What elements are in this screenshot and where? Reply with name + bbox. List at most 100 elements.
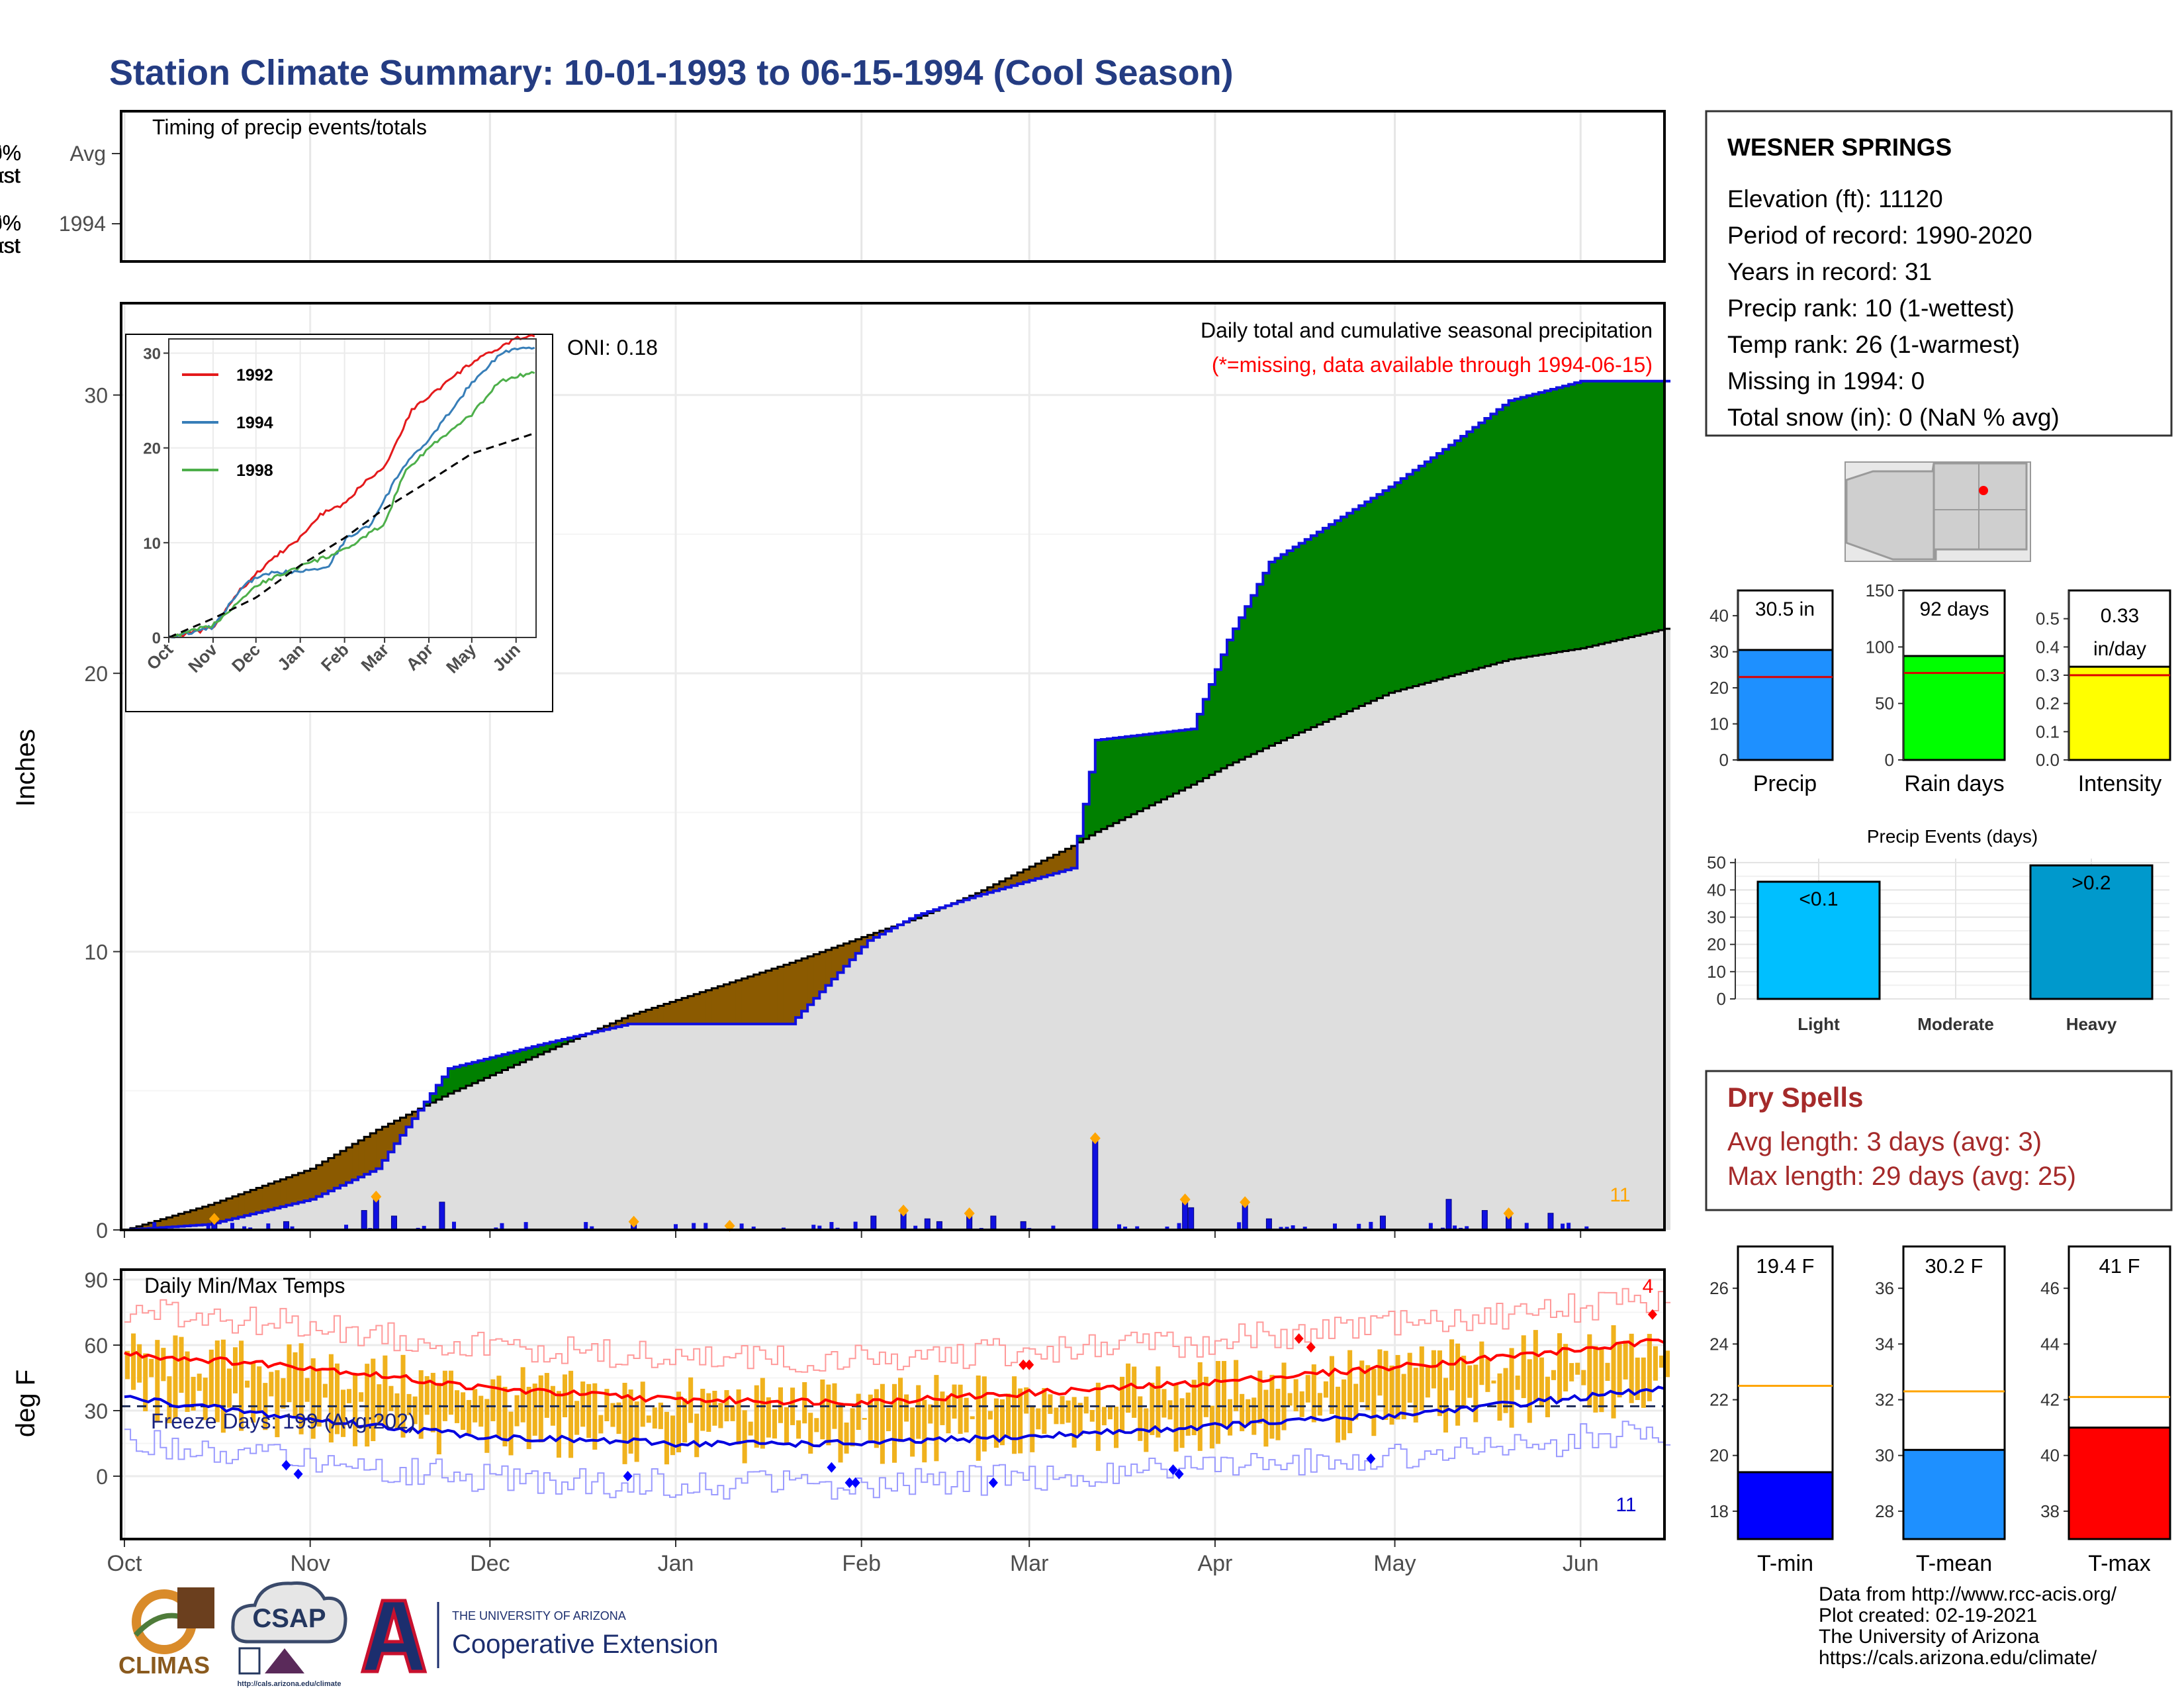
precip-events-bar-label: <0.1 bbox=[1799, 888, 1838, 910]
temp-x-tick-label: Feb bbox=[842, 1551, 881, 1576]
precip-anomaly-fill bbox=[783, 964, 790, 1024]
precip-anomaly-fill bbox=[1467, 432, 1473, 671]
precip-anomaly-fill bbox=[1304, 539, 1312, 730]
daily-temp-bar bbox=[239, 1340, 244, 1431]
daily-temp-bar bbox=[1191, 1380, 1197, 1436]
daily-precip-bar-small bbox=[422, 1225, 426, 1230]
daily-temp-bar bbox=[1150, 1382, 1155, 1435]
precip-anomaly-fill bbox=[1580, 381, 1587, 649]
daily-temp-bar bbox=[143, 1353, 148, 1411]
precip-anomaly-fill bbox=[508, 1053, 515, 1068]
tmin-chart-tick-label: 20 bbox=[1709, 1446, 1729, 1466]
daily-temp-bar bbox=[802, 1382, 807, 1424]
precip-anomaly-fill bbox=[1071, 845, 1078, 868]
precip-anomaly-fill bbox=[915, 915, 922, 919]
precip-anomaly-fill bbox=[364, 1137, 371, 1174]
inset-frame bbox=[168, 338, 537, 638]
temp-x-tick-label: Nov bbox=[290, 1551, 330, 1576]
precip-events-category-label: Moderate bbox=[1917, 1014, 1994, 1034]
ua-logo: THE UNIVERSITY OF ARIZONA Cooperative Ext… bbox=[360, 1599, 718, 1673]
precip-anomaly-fill bbox=[1095, 740, 1102, 832]
daily-temp-bar bbox=[490, 1379, 496, 1421]
daily-temp-bar bbox=[461, 1392, 466, 1430]
daily-temp-bar bbox=[916, 1385, 921, 1439]
record-high-marker bbox=[1024, 1359, 1034, 1370]
precip-anomaly-fill bbox=[447, 1068, 455, 1094]
precip-anomaly-fill bbox=[190, 1210, 197, 1226]
inset-series-line bbox=[168, 346, 535, 639]
daily-precip-bar-small bbox=[584, 1222, 588, 1230]
precip-anomaly-fill bbox=[676, 1000, 682, 1024]
daily-temp-bar bbox=[1113, 1407, 1119, 1448]
daily-temp-bar bbox=[406, 1393, 412, 1415]
precip-anomaly-fill bbox=[568, 1037, 574, 1042]
daily-temp-bar bbox=[328, 1354, 334, 1443]
daily-precip-bar-small bbox=[1302, 1227, 1307, 1230]
daily-temp-bar bbox=[1647, 1334, 1652, 1401]
missing-note: (*=missing, data available through 1994-… bbox=[1212, 353, 1653, 377]
daily-temp-bar bbox=[832, 1383, 837, 1429]
daily-precip-bar-small bbox=[1428, 1223, 1433, 1230]
precip-anomaly-fill bbox=[1287, 550, 1294, 738]
tmin-chart-tick-label: 18 bbox=[1709, 1501, 1729, 1521]
daily-temp-bar bbox=[826, 1384, 831, 1446]
precip-anomaly-fill bbox=[1101, 739, 1108, 829]
precip-anomaly-fill bbox=[1526, 395, 1533, 657]
daily-temp-bar bbox=[610, 1403, 615, 1427]
daily-precip-bar-small bbox=[1237, 1222, 1242, 1230]
record-low-marker bbox=[827, 1462, 837, 1473]
daily-temp-bar bbox=[904, 1394, 909, 1422]
daily-temp-bar bbox=[340, 1389, 346, 1437]
precip-anomaly-fill bbox=[166, 1217, 173, 1227]
daily-temp-bar bbox=[580, 1381, 586, 1427]
precip-anomaly-fill bbox=[1424, 461, 1432, 683]
daily-precip-bar-small bbox=[1524, 1223, 1529, 1230]
precip-anomaly-fill bbox=[358, 1140, 365, 1178]
precip-anomaly-fill bbox=[328, 1158, 335, 1192]
precip-anomaly-fill bbox=[1563, 386, 1569, 651]
precip-anomaly-fill bbox=[669, 1002, 676, 1024]
precip-total-label: Precip bbox=[1753, 771, 1817, 796]
daily-precip-bar-small bbox=[1117, 1224, 1122, 1230]
daily-temp-bar bbox=[298, 1343, 304, 1434]
precip-event-diamond bbox=[1503, 1207, 1514, 1219]
temp-x-tick-label: Jun bbox=[1563, 1551, 1599, 1576]
inset-plot-bg bbox=[169, 339, 536, 637]
precip-anomaly-fill bbox=[310, 1168, 317, 1199]
daily-temp-bar bbox=[1455, 1343, 1461, 1426]
precip-events-tick-label: 50 bbox=[1707, 853, 1726, 872]
daily-precip-bar-small bbox=[751, 1226, 756, 1230]
temp-frame bbox=[120, 1268, 1666, 1540]
precip-anomaly-fill bbox=[1208, 684, 1216, 775]
daily-temp-bar bbox=[1413, 1368, 1418, 1423]
precip-anomaly-fill bbox=[771, 968, 778, 1024]
daily-temp-bar bbox=[1185, 1392, 1191, 1436]
precip-anomaly-fill bbox=[700, 992, 706, 1024]
daily-temp-bar bbox=[359, 1392, 364, 1402]
daily-temp-bar bbox=[1215, 1360, 1220, 1444]
daily-temp-bar bbox=[269, 1372, 274, 1397]
precip-anomaly-fill bbox=[1418, 465, 1426, 684]
precip-anomaly-fill bbox=[705, 990, 712, 1024]
precip-anomaly-fill bbox=[657, 1006, 664, 1024]
inset-legend-label: 1998 bbox=[236, 461, 273, 480]
precip-anomaly-fill bbox=[226, 1198, 233, 1220]
daily-precip-bar-small bbox=[206, 1224, 210, 1230]
record-low-marker bbox=[988, 1477, 998, 1488]
daily-temp-bar bbox=[1569, 1363, 1574, 1382]
dry-spells-max: Max length: 29 days (avg: 25) bbox=[1727, 1162, 2076, 1191]
daily-temp-bar bbox=[694, 1413, 700, 1458]
daily-temp-bar bbox=[1347, 1350, 1353, 1434]
daily-precip-bar-small bbox=[1291, 1225, 1295, 1230]
record-high-marker bbox=[1306, 1342, 1316, 1353]
timing-row-label: Avg bbox=[69, 142, 106, 165]
daily-temp-bar bbox=[322, 1383, 328, 1398]
precip-anomaly-fill bbox=[178, 1213, 185, 1227]
timing-title: Timing of precip events/totals bbox=[152, 115, 427, 139]
daily-temp-bar bbox=[700, 1388, 705, 1431]
precip-events-bar-label: >0.2 bbox=[2071, 872, 2111, 894]
daily-temp-bar bbox=[814, 1418, 819, 1432]
precip-anomaly-fill bbox=[1442, 449, 1449, 678]
daily-precip-bar-small bbox=[1267, 1222, 1271, 1230]
daily-temp-bar bbox=[1317, 1393, 1322, 1416]
